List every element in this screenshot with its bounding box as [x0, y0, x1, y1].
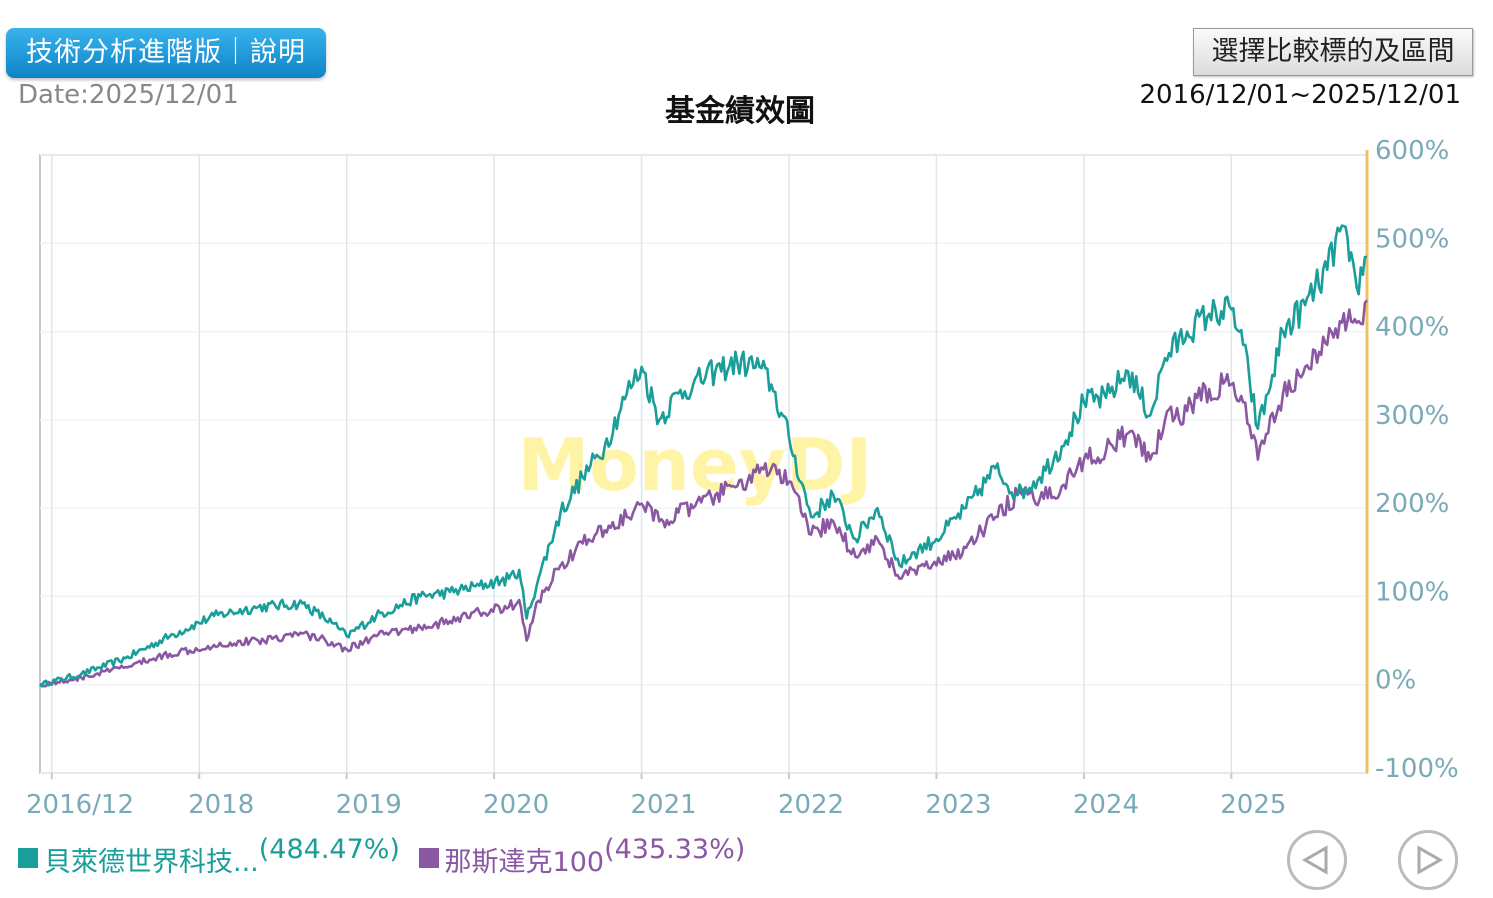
prev-button[interactable] — [1287, 830, 1347, 890]
legend-pct-fund: (484.47%) — [258, 834, 400, 865]
x-tick-label: 2023 — [925, 790, 991, 820]
y-tick-label: 400% — [1375, 313, 1449, 343]
triangle-right-icon — [1417, 845, 1444, 875]
y-tick-label: 500% — [1375, 224, 1449, 254]
x-tick-label: 2019 — [336, 790, 402, 820]
legend-swatch-nasdaq — [418, 847, 439, 868]
legend-label-fund[interactable]: 貝萊德世界科技... — [44, 847, 259, 878]
y-tick-label: 600% — [1375, 136, 1449, 166]
chart-title: 基金績效圖 — [665, 94, 815, 129]
x-tick-label: 2020 — [483, 790, 549, 820]
series-line-fund — [39, 224, 1367, 688]
series-line-nasdaq — [39, 299, 1368, 688]
triangle-left-icon — [1301, 845, 1328, 875]
y-tick-label: -100% — [1375, 754, 1459, 784]
date-range: 2016/12/01~2025/12/01 — [1139, 80, 1462, 110]
x-tick-label: 2024 — [1073, 790, 1139, 820]
x-tick-label: 2016/12 — [26, 790, 134, 820]
x-tick-label: 2018 — [188, 790, 254, 820]
legend: 貝萊德世界科技...(484.47%) 那斯達克100(435.33%) — [18, 834, 745, 879]
tech-analysis-button[interactable]: 技術分析進階版｜說明 — [6, 28, 326, 78]
x-tick-label: 2025 — [1220, 790, 1286, 820]
next-button[interactable] — [1398, 830, 1458, 890]
watermark: MoneyDJ — [518, 423, 873, 507]
legend-pct-nasdaq: (435.33%) — [604, 834, 746, 865]
y-tick-label: 200% — [1375, 489, 1449, 519]
data-date: Date:2025/12/01 — [18, 80, 239, 110]
y-tick-label: 100% — [1375, 577, 1449, 607]
y-tick-label: 0% — [1375, 666, 1416, 696]
legend-swatch-fund — [18, 847, 38, 868]
x-tick-label: 2021 — [630, 790, 696, 820]
x-tick-label: 2022 — [778, 790, 844, 820]
legend-label-nasdaq[interactable]: 那斯達克100 — [444, 847, 605, 878]
y-tick-label: 300% — [1375, 401, 1449, 431]
select-compare-button[interactable]: 選擇比較標的及區間 — [1193, 28, 1473, 76]
